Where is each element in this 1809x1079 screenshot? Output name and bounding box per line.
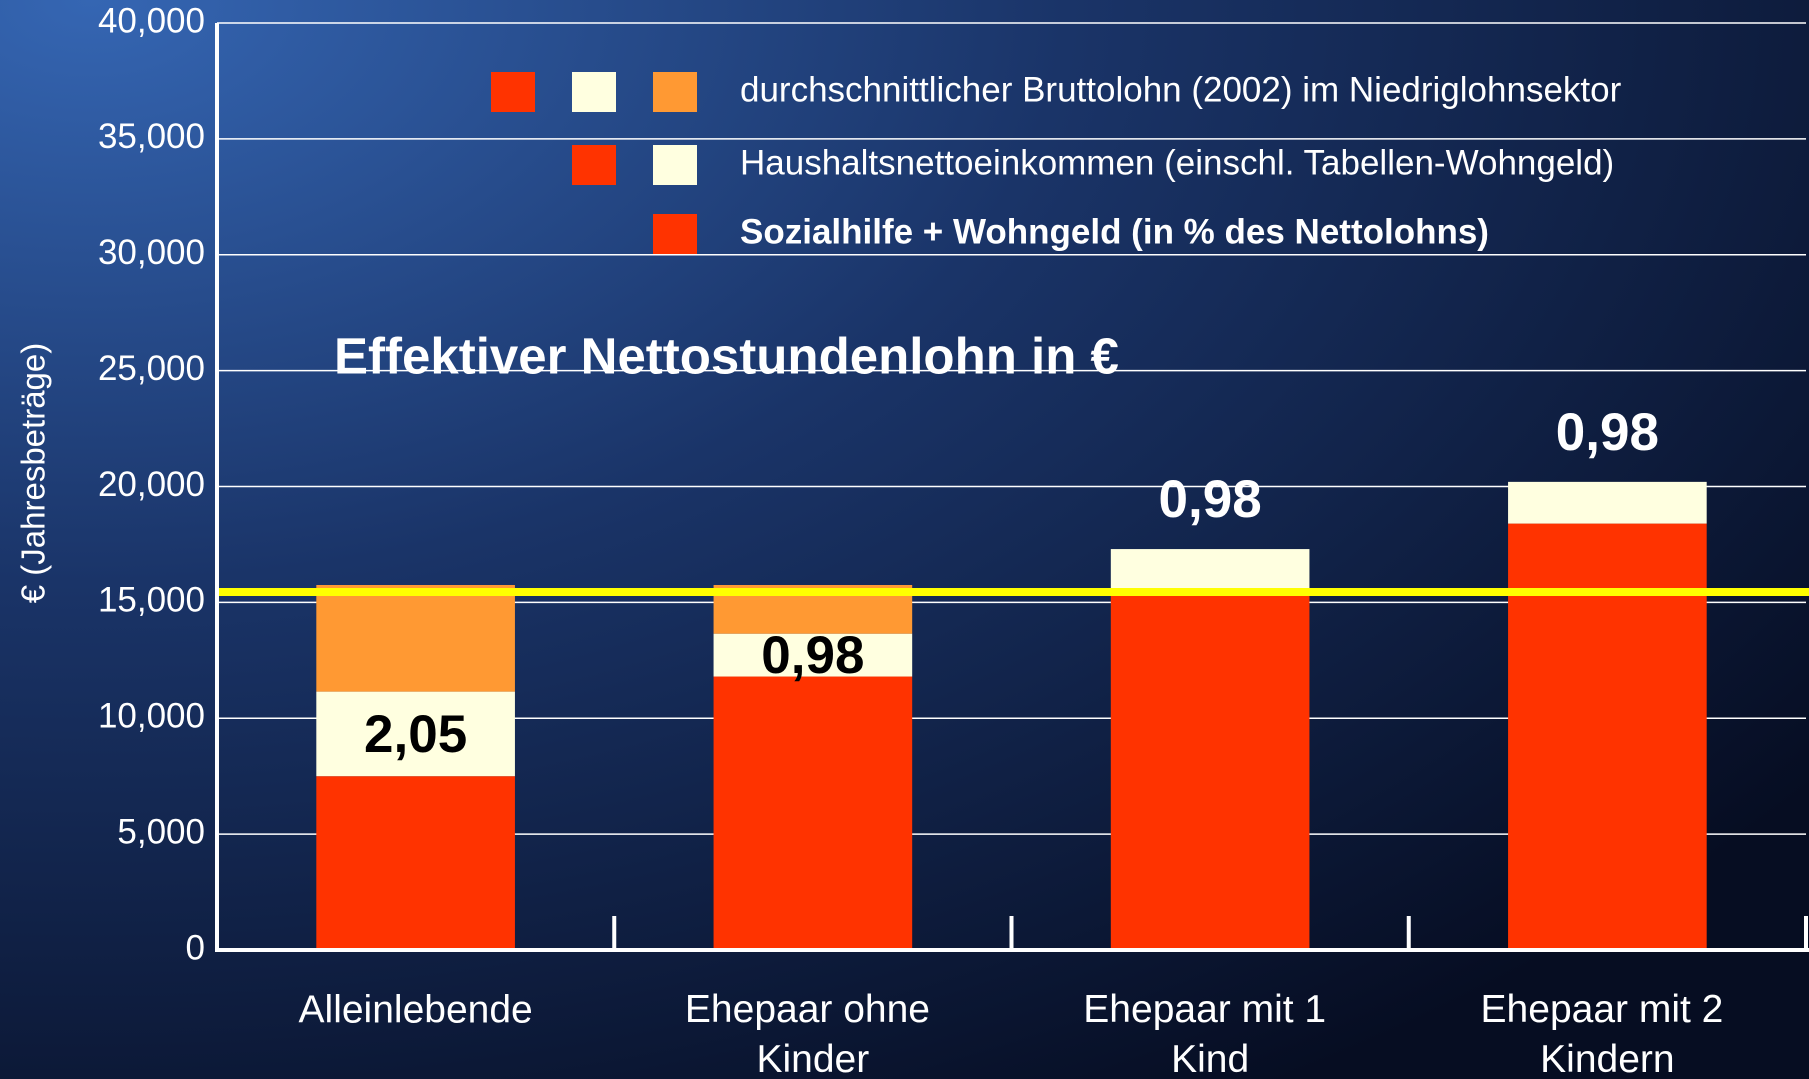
legend-swatch [491,72,535,112]
y-axis-label: € (Jahresbeträge) [15,343,52,603]
legend-swatch [653,72,697,112]
y-tick-label: 15,000 [98,581,205,620]
value-label: 0,98 [761,626,864,685]
legend-label: durchschnittlicher Bruttolohn (2002) im … [740,70,1622,109]
legend-swatch [572,72,616,112]
legend-swatch [572,145,616,185]
y-tick-label: 10,000 [98,697,205,736]
legend-label: Sozialhilfe + Wohngeld (in % des Nettolo… [740,212,1489,251]
y-tick-label: 35,000 [98,117,205,156]
value-label: 0,98 [1159,470,1262,529]
value-label: 2,05 [364,705,467,764]
bar-segment [713,676,913,950]
value-label: 0,98 [1556,403,1659,462]
chart-title: Effektiver Nettostundenlohn in € [334,327,1119,384]
bar-segment [316,691,515,777]
legend-swatch [653,145,697,185]
bar-segment [1110,591,1310,950]
legend-swatch [653,214,697,254]
x-tick-label: Ehepaar mit 2 Kindern [1481,988,1735,1079]
bar-segment [713,633,913,677]
y-tick-label: 0 [186,928,205,967]
y-tick-label: 25,000 [98,349,205,388]
bar-segment [1508,481,1707,524]
x-tick-label: Alleinlebende [299,988,533,1031]
y-tick-label: 40,000 [98,1,205,40]
x-tick-label: Ehepaar mit 1 Kind [1083,988,1337,1079]
bar-segment [316,776,515,950]
bar-segment [1508,523,1707,950]
y-tick-label: 5,000 [117,812,205,851]
bar-segment [1110,549,1310,592]
x-tick-label: Ehepaar ohne Kinder [685,988,941,1079]
bar-segment [316,584,515,692]
legend-label: Haushaltsnettoeinkommen (einschl. Tabell… [740,143,1614,182]
y-tick-label: 20,000 [98,465,205,504]
y-tick-label: 30,000 [98,233,205,272]
